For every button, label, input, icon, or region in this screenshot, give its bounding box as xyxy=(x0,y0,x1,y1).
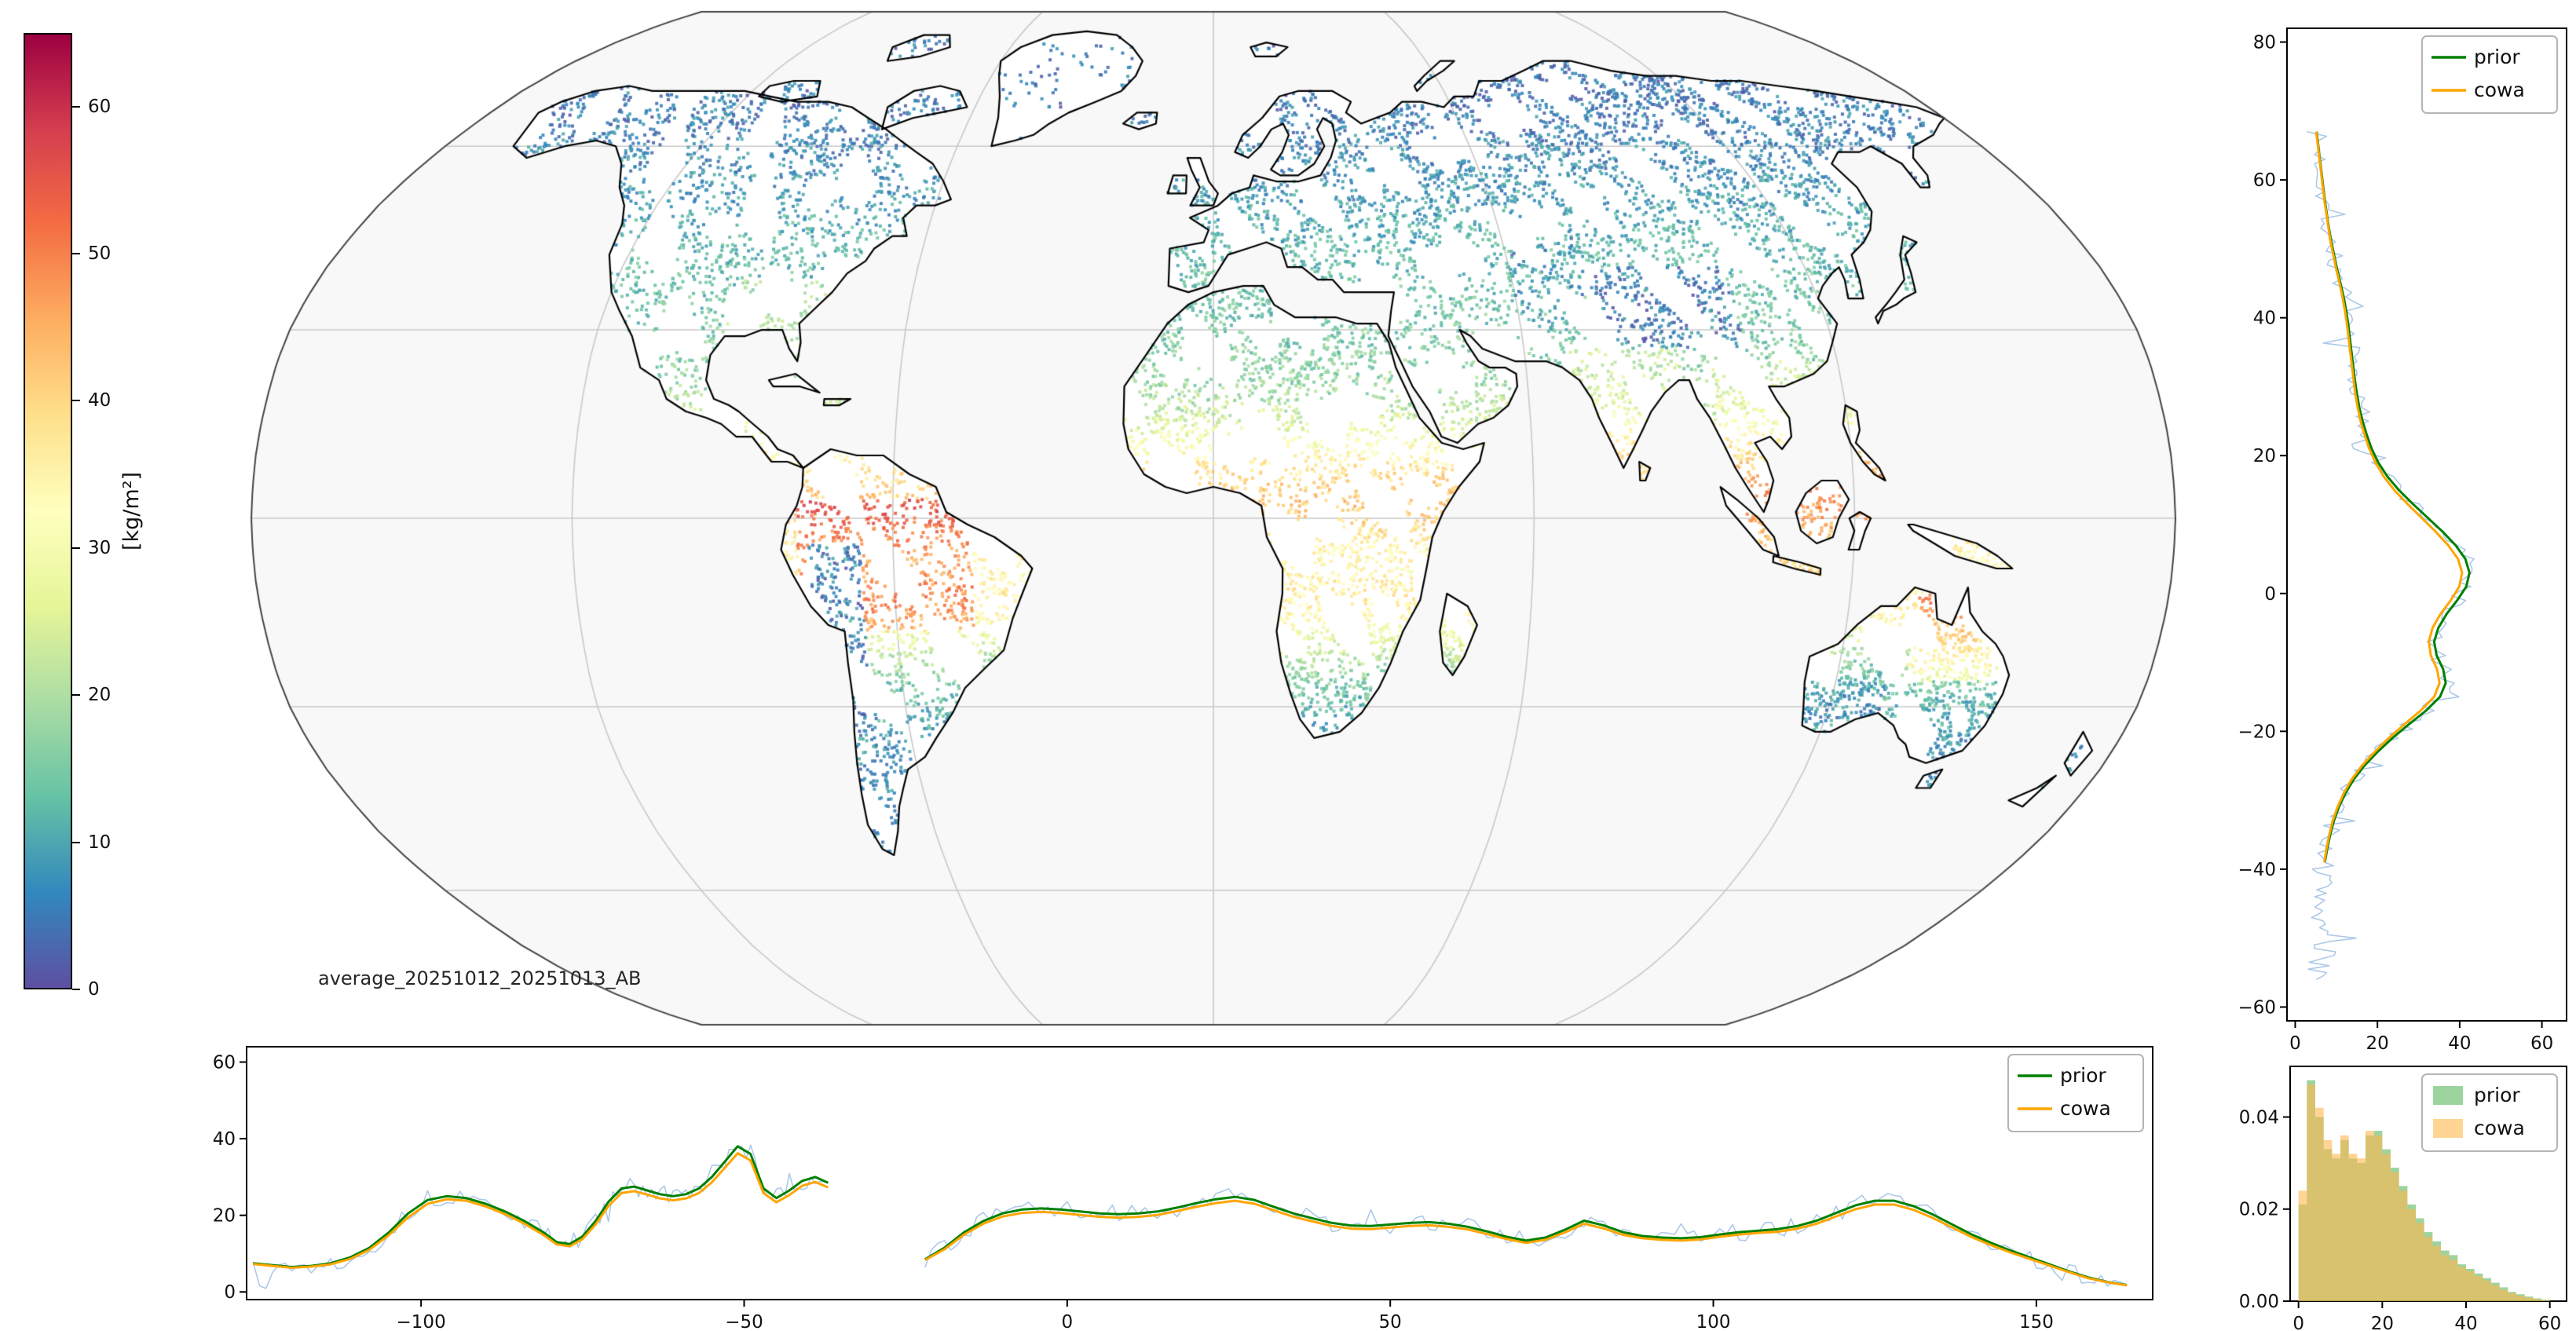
longitudinal-mean-plot: −100 −50 0 50 100 150 0 20 40 60 prior cowa xyxy=(181,1029,2191,1331)
svg-text:60: 60 xyxy=(213,1053,236,1073)
svg-text:20: 20 xyxy=(2253,446,2276,466)
zonal-plot-svg: 0 20 40 60 −60 −40 −20 0 20 40 60 80 prior cowa xyxy=(2238,27,2567,1054)
colorbar-tick-mark xyxy=(72,105,80,108)
svg-text:−20: −20 xyxy=(2238,722,2276,742)
colorbar: 0 10 20 30 40 50 60 [kg/m²] xyxy=(24,33,188,1000)
world-map-panel: average_20251012_20251013_AB xyxy=(243,8,2183,1029)
svg-text:−50: −50 xyxy=(725,1312,763,1331)
svg-text:20: 20 xyxy=(213,1206,236,1227)
svg-text:150: 150 xyxy=(2019,1312,2054,1331)
colorbar-tick-mark xyxy=(72,989,80,990)
svg-text:prior: prior xyxy=(2474,46,2520,68)
svg-text:40: 40 xyxy=(2448,1033,2471,1054)
colorbar-tick-mark xyxy=(72,694,80,697)
svg-text:−60: −60 xyxy=(2238,997,2276,1018)
histogram-plot: 0 20 40 60 0.00 0.02 0.04 prior cowa xyxy=(2215,1044,2576,1331)
colorbar-ticks: 0 10 20 30 40 50 60 xyxy=(24,33,188,1000)
svg-text:0: 0 xyxy=(224,1282,236,1303)
svg-text:cowa: cowa xyxy=(2474,1117,2525,1139)
colorbar-unit-text: [kg/m²] xyxy=(119,471,144,551)
svg-text:50: 50 xyxy=(1379,1312,1402,1331)
zonal-mean-plot: 0 20 40 60 −60 −40 −20 0 20 40 60 80 prior cowa xyxy=(2215,8,2576,1076)
svg-text:0: 0 xyxy=(2292,1314,2304,1331)
svg-text:0: 0 xyxy=(1062,1312,1074,1331)
colorbar-tick-label: 60 xyxy=(88,96,112,117)
svg-text:prior: prior xyxy=(2474,1084,2520,1106)
world-map-canvas xyxy=(243,8,2183,1029)
colorbar-tick-label: 50 xyxy=(88,243,112,265)
svg-text:0: 0 xyxy=(2289,1033,2301,1054)
histogram-svg: 0 20 40 60 0.00 0.02 0.04 prior cowa xyxy=(2239,1066,2567,1331)
colorbar-tick-mark xyxy=(72,253,80,255)
svg-text:cowa: cowa xyxy=(2060,1097,2111,1120)
colorbar-unit-label: [kg/m²] xyxy=(119,33,144,989)
svg-text:prior: prior xyxy=(2060,1064,2106,1087)
colorbar-gradient xyxy=(24,33,72,989)
svg-text:cowa: cowa xyxy=(2474,79,2525,101)
svg-text:20: 20 xyxy=(2371,1314,2394,1331)
colorbar-tick-label: 20 xyxy=(88,685,112,706)
svg-text:−100: −100 xyxy=(397,1312,446,1331)
svg-text:40: 40 xyxy=(2454,1314,2477,1331)
colorbar-tick-mark xyxy=(72,547,80,549)
colorbar-tick-label: 10 xyxy=(88,832,112,853)
svg-text:0.04: 0.04 xyxy=(2239,1107,2279,1128)
svg-text:20: 20 xyxy=(2366,1033,2389,1054)
colorbar-tick-mark xyxy=(72,841,80,843)
colorbar-tick-label: 40 xyxy=(88,390,112,411)
svg-text:0: 0 xyxy=(2264,584,2276,605)
svg-text:100: 100 xyxy=(1696,1312,1731,1331)
longitudinal-plot-svg: −100 −50 0 50 100 150 0 20 40 60 prior cowa xyxy=(213,1046,2153,1331)
svg-text:80: 80 xyxy=(2253,33,2276,53)
colorbar-tick-label: 30 xyxy=(88,537,112,558)
map-annotation: average_20251012_20251013_AB xyxy=(318,967,642,989)
svg-text:60: 60 xyxy=(2530,1033,2553,1054)
svg-text:40: 40 xyxy=(2253,309,2276,329)
svg-text:−40: −40 xyxy=(2238,860,2276,880)
svg-text:40: 40 xyxy=(213,1129,236,1150)
svg-text:0.00: 0.00 xyxy=(2239,1292,2279,1312)
colorbar-tick-label: 0 xyxy=(88,979,100,1000)
svg-text:0.02: 0.02 xyxy=(2239,1200,2279,1220)
colorbar-tick-mark xyxy=(72,400,80,402)
svg-text:60: 60 xyxy=(2538,1314,2561,1331)
svg-text:60: 60 xyxy=(2253,170,2276,191)
